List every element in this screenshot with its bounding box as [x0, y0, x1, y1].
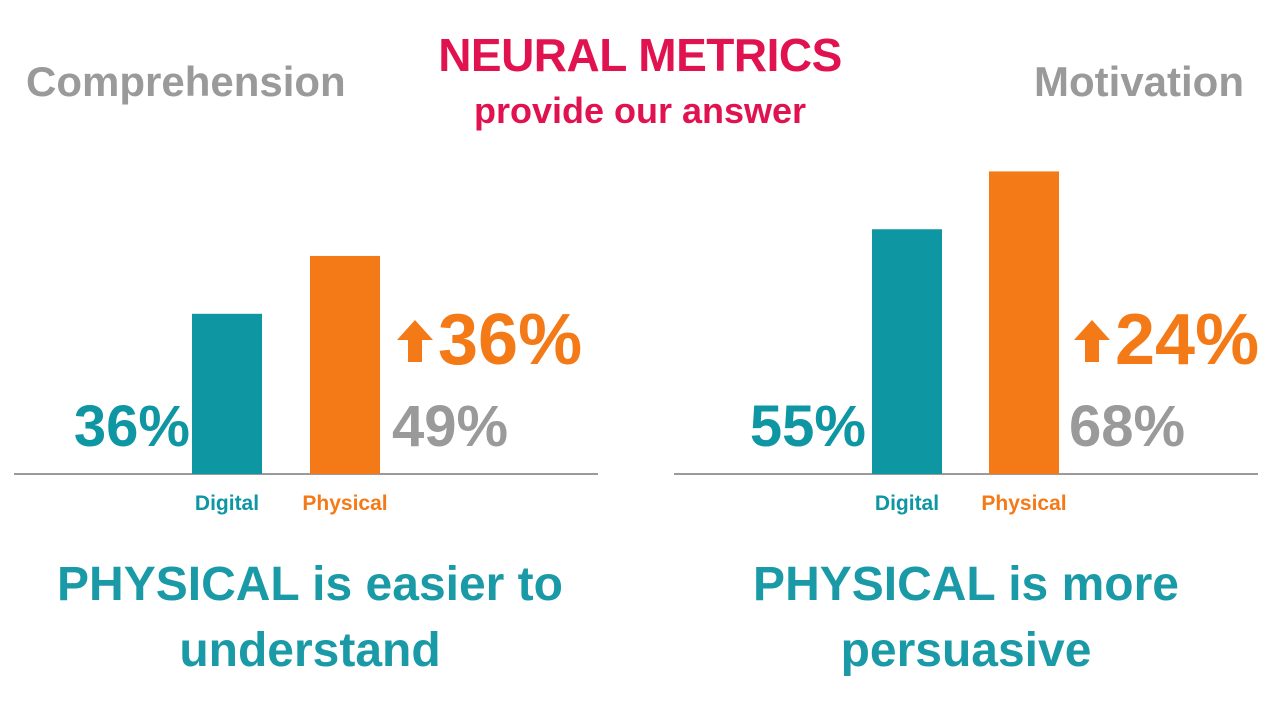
motivation-digital-value-label: 55% [750, 394, 866, 459]
motivation-physical-value-label: 68% [1069, 394, 1185, 459]
motivation-up-arrow-icon [1074, 320, 1110, 362]
comprehension-digital-value-label: 36% [74, 394, 190, 459]
comprehension-conclusion-line1: PHYSICAL is easier to [57, 558, 563, 611]
comprehension-conclusion-line2: understand [179, 624, 441, 677]
comprehension-bar-digital [192, 313, 262, 474]
comprehension-physical-value-label: 49% [392, 394, 508, 459]
motivation-conclusion-line1: PHYSICAL is more [753, 558, 1179, 611]
motivation-conclusion-line2: persuasive [840, 624, 1092, 677]
motivation-increase-label: 24% [1115, 300, 1259, 380]
motivation-bar-physical [989, 171, 1059, 474]
page-subtitle: provide our answer [473, 90, 807, 131]
comprehension-bar-physical [310, 255, 380, 474]
motivation-bar-digital [872, 229, 942, 474]
comprehension-chart-title: Comprehension [26, 58, 346, 105]
motivation-category-label-digital: Digital [875, 492, 939, 515]
comprehension-category-label-physical: Physical [302, 492, 387, 515]
page-title: NEURAL METRICS [438, 29, 842, 81]
comprehension-conclusion: PHYSICAL is easier to understand [0, 552, 620, 684]
motivation-category-label-physical: Physical [981, 492, 1066, 515]
motivation-chart-title: Motivation [1034, 58, 1244, 105]
motivation-conclusion: PHYSICAL is more persuasive [656, 552, 1276, 684]
comprehension-increase-label: 36% [438, 300, 582, 380]
comprehension-category-label-digital: Digital [195, 492, 259, 515]
comprehension-up-arrow-icon [397, 320, 433, 362]
